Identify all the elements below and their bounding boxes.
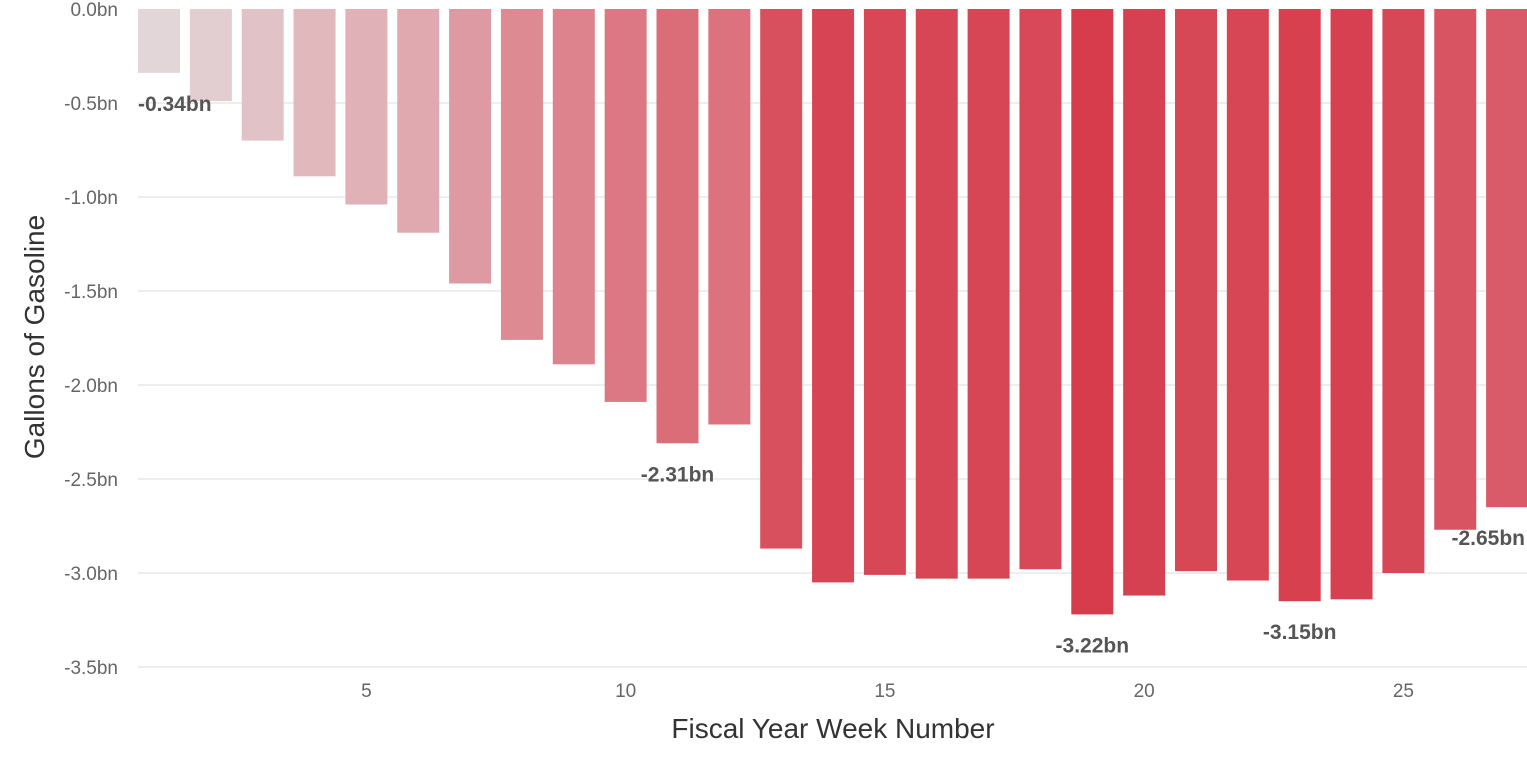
bar: [449, 9, 492, 284]
bar: [967, 9, 1010, 579]
data-label: -3.22bn: [1056, 634, 1130, 657]
y-tick-label: -1.0bn: [64, 188, 118, 209]
bar: [189, 9, 232, 102]
bar: [1175, 9, 1217, 572]
bar: [1071, 9, 1114, 615]
bar: [1382, 9, 1425, 573]
bar: [138, 9, 180, 73]
bar: [1486, 9, 1527, 508]
bar: [1226, 9, 1269, 581]
y-tick-label: -3.5bn: [64, 658, 118, 679]
bar: [863, 9, 906, 575]
y-tick-label: -1.5bn: [64, 282, 118, 303]
y-tick-label: -2.0bn: [64, 376, 118, 397]
y-tick-label: -0.5bn: [64, 94, 118, 115]
bar: [241, 9, 284, 141]
bar: [812, 9, 855, 583]
x-tick-label: 25: [1393, 681, 1414, 702]
bar: [1123, 9, 1166, 596]
data-label: -0.34bn: [138, 93, 212, 116]
y-tick-label: -3.0bn: [64, 564, 118, 585]
y-axis-title: Gallons of Gasoline: [19, 215, 50, 459]
data-label: -2.31bn: [641, 463, 715, 486]
bar: [1278, 9, 1321, 602]
x-tick-label: 5: [361, 681, 372, 702]
bar: [500, 9, 543, 340]
x-tick-label: 10: [615, 681, 636, 702]
bar: [552, 9, 595, 365]
bar: [760, 9, 803, 549]
bars: [138, 9, 1527, 615]
bar: [345, 9, 388, 205]
bar: [915, 9, 958, 579]
x-tick-label: 15: [874, 681, 895, 702]
data-label: -2.65bn: [1451, 527, 1525, 550]
y-tick-label: -2.5bn: [64, 470, 118, 491]
bar: [604, 9, 647, 402]
data-labels: -0.34bn -2.31bn -3.22bn -3.15bn -2.65bn: [138, 93, 1525, 657]
bar: [293, 9, 336, 177]
x-tick-label: 20: [1134, 681, 1155, 702]
y-axis-ticks: 0.0bn -0.5bn -1.0bn -1.5bn -2.0bn -2.5bn -3.0b…: [64, 0, 118, 679]
y-tick-label: 0.0bn: [70, 0, 118, 21]
data-label: -3.15bn: [1263, 621, 1337, 644]
bar: [656, 9, 699, 444]
bar: [1019, 9, 1062, 570]
bar: [1434, 9, 1477, 530]
x-axis-title: Fiscal Year Week Number: [671, 713, 994, 744]
x-axis-ticks: 5 10 15 20 25: [361, 681, 1414, 702]
bar: [397, 9, 440, 233]
bar: [708, 9, 751, 425]
bar: [1330, 9, 1373, 600]
